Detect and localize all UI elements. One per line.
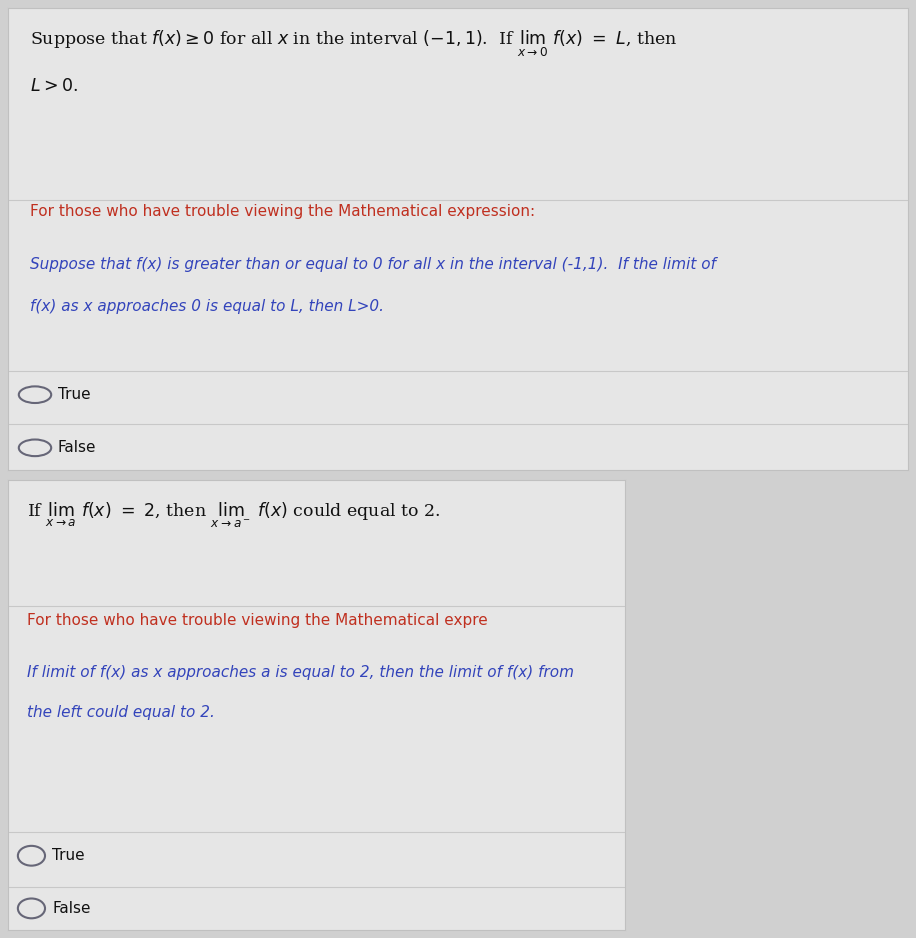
Text: the left could equal to 2.: the left could equal to 2.	[27, 705, 214, 720]
Text: False: False	[52, 900, 91, 915]
Text: If limit of f(x) as x approaches a is equal to 2, then the limit of f(x) from: If limit of f(x) as x approaches a is eq…	[27, 664, 573, 679]
Text: $L > 0$.: $L > 0$.	[30, 78, 79, 96]
Text: True: True	[52, 848, 85, 863]
Text: f(x) as x approaches 0 is equal to L, then L>0.: f(x) as x approaches 0 is equal to L, th…	[30, 299, 385, 314]
Text: False: False	[58, 440, 96, 455]
Text: Suppose that $f(x) \geq 0$ for all $x$ in the interval $( - 1, 1)$.  If $\unders: Suppose that $f(x) \geq 0$ for all $x$ i…	[30, 29, 678, 59]
Text: For those who have trouble viewing the Mathematical expre: For those who have trouble viewing the M…	[27, 613, 487, 628]
Text: If $\underset{x \to a}{\lim}\ f(x)\ =\ 2$, then $\underset{x \to a^-}{\lim}\ f(x: If $\underset{x \to a}{\lim}\ f(x)\ =\ 2…	[27, 500, 440, 530]
Text: For those who have trouble viewing the Mathematical expression:: For those who have trouble viewing the M…	[30, 204, 536, 219]
Text: True: True	[58, 387, 90, 402]
Text: Suppose that f(x) is greater than or equal to 0 for all x in the interval (-1,1): Suppose that f(x) is greater than or equ…	[30, 257, 716, 272]
